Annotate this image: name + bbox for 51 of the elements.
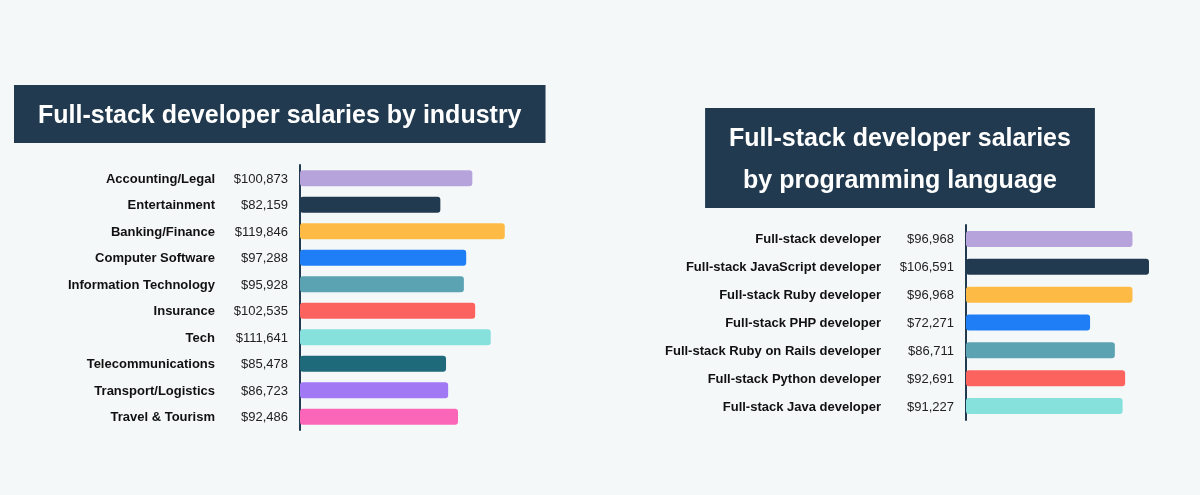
- chart-title: Full-stack developer salaries by industry: [38, 100, 522, 128]
- y-tick-label: Full-stack Python developer: [707, 370, 881, 386]
- bar: [966, 314, 1091, 331]
- bar: [300, 223, 505, 240]
- chart-title: Full-stack developer salaries by programming language: [729, 123, 1071, 193]
- y-tick-label: Telecommunications: [86, 356, 215, 372]
- bar: [966, 286, 1133, 303]
- data-label: $102,535: [233, 303, 288, 319]
- bar: [300, 355, 447, 372]
- bar: [966, 342, 1115, 359]
- bar: [966, 370, 1126, 387]
- data-label: $96,968: [907, 287, 954, 303]
- y-tick-label: Full-stack developer: [755, 231, 881, 247]
- data-label: $111,641: [235, 329, 288, 345]
- bar: [300, 382, 449, 399]
- y-tick-label: Information Technology: [67, 276, 216, 292]
- data-label: $91,227: [907, 398, 954, 414]
- data-label: $92,691: [907, 370, 954, 386]
- bar: [300, 329, 491, 346]
- bar: [300, 276, 464, 293]
- y-tick-label: Travel & Tourism: [110, 409, 215, 425]
- y-tick-label: Full-stack Java developer: [722, 398, 881, 414]
- y-tick-label: Full-stack Ruby developer: [719, 287, 881, 303]
- y-tick-label: Full-stack Ruby on Rails developer: [665, 342, 881, 358]
- data-label: $86,723: [241, 382, 288, 398]
- data-label: $97,288: [241, 250, 288, 266]
- bar: [300, 408, 458, 425]
- data-label: $96,968: [907, 231, 954, 247]
- y-tick-label: Transport/Logistics: [94, 382, 215, 398]
- data-label: $85,478: [241, 356, 288, 372]
- y-tick-label: Tech: [185, 329, 216, 345]
- bar: [966, 230, 1133, 247]
- y-tick-label: Insurance: [153, 303, 215, 319]
- data-label: $106,591: [899, 259, 954, 275]
- bar: [300, 170, 473, 187]
- y-tick-label: Banking/Finance: [110, 223, 215, 239]
- data-label: $95,928: [241, 276, 288, 292]
- y-tick-label: Full-stack JavaScript developer: [685, 259, 881, 275]
- bar: [966, 398, 1123, 415]
- data-label: $86,711: [907, 342, 954, 358]
- bar: [300, 249, 467, 266]
- data-label: $92,486: [241, 409, 288, 425]
- y-tick-label: Entertainment: [127, 197, 216, 213]
- y-tick-label: Accounting/Legal: [105, 170, 215, 186]
- y-tick-label: Full-stack PHP developer: [725, 315, 881, 330]
- y-tick-label: Computer Software: [95, 250, 215, 266]
- data-label: $100,873: [233, 170, 288, 186]
- bar: [300, 302, 476, 319]
- data-label: $119,846: [234, 223, 288, 239]
- data-label: $72,271: [907, 315, 954, 330]
- data-label: $82,159: [241, 197, 288, 213]
